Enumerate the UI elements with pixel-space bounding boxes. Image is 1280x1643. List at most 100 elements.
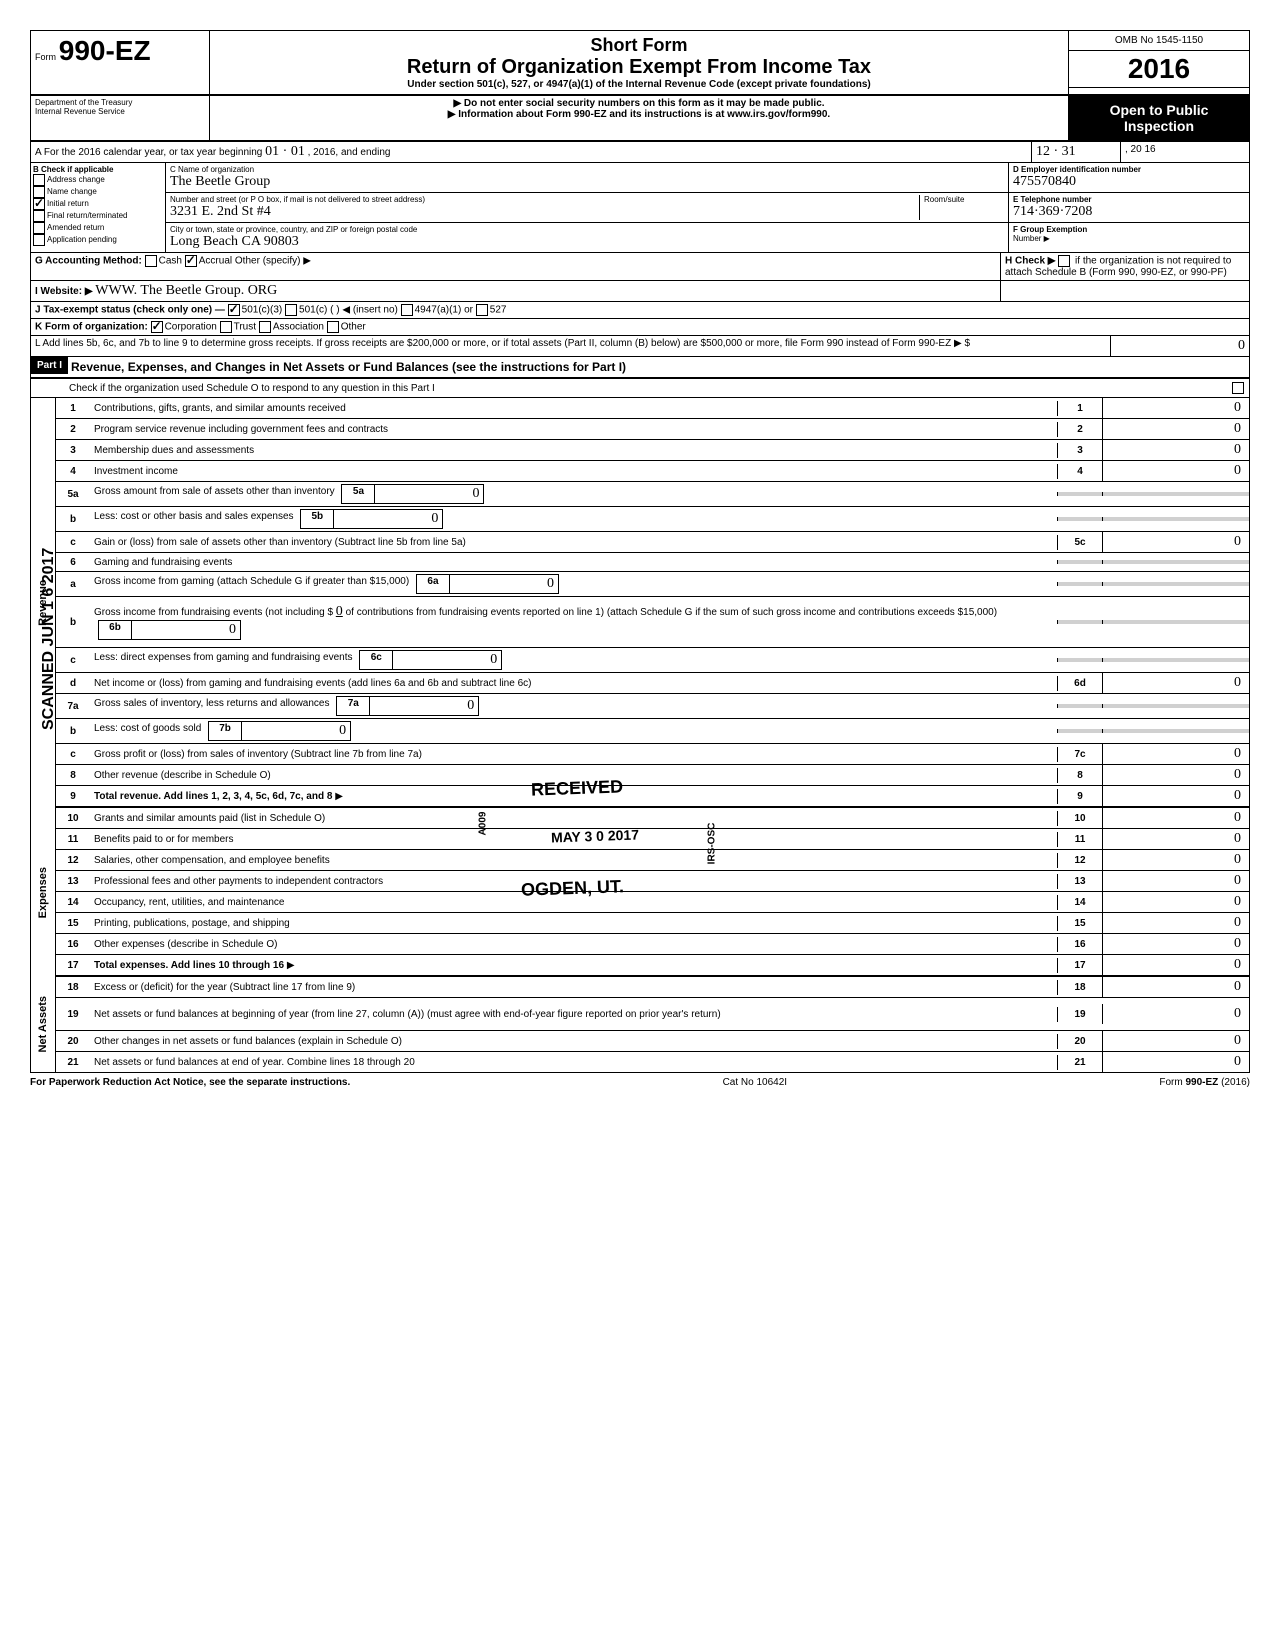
- org-addr: 3231 E. 2nd St #4: [170, 204, 919, 220]
- website-label: I Website: ▶: [35, 286, 93, 297]
- line-5a: 5a Gross amount from sale of assets othe…: [56, 482, 1249, 507]
- form-number: 990-EZ: [59, 35, 151, 66]
- l-arrow: ▶ $: [954, 338, 970, 349]
- website: WWW. The Beetle Group. ORG: [95, 283, 277, 298]
- cb-501c3[interactable]: [228, 304, 240, 316]
- line-14: 14 Occupancy, rent, utilities, and maint…: [56, 892, 1249, 913]
- cb-final[interactable]: [33, 210, 45, 222]
- j-label: J Tax-exempt status (check only one) —: [35, 305, 225, 316]
- line-6: 6 Gaming and fundraising events: [56, 553, 1249, 572]
- line-9: 9 Total revenue. Add lines 1, 2, 3, 4, 5…: [56, 786, 1249, 808]
- line-7c: c Gross profit or (loss) from sales of i…: [56, 744, 1249, 765]
- cb-pending[interactable]: [33, 234, 45, 246]
- cb-pending-label: Application pending: [47, 235, 117, 244]
- page-footer: For Paperwork Reduction Act Notice, see …: [30, 1073, 1250, 1092]
- part1-title: Revenue, Expenses, and Changes in Net As…: [68, 357, 1249, 377]
- line-6a: a Gross income from gaming (attach Sched…: [56, 572, 1249, 597]
- footer-mid: Cat No 10642I: [723, 1077, 788, 1088]
- info-url: ▶ Information about Form 990-EZ and its …: [212, 109, 1066, 120]
- line-2: 2 Program service revenue including gove…: [56, 419, 1249, 440]
- line-10: 10 Grants and similar amounts paid (list…: [56, 808, 1249, 829]
- phone-label: E Telephone number: [1013, 195, 1245, 204]
- k-corp: Corporation: [165, 322, 217, 333]
- open-public-1: Open to Public: [1075, 102, 1243, 118]
- may-stamp: MAY 3 0 2017: [551, 826, 639, 845]
- short-form-label: Short Form: [214, 35, 1064, 56]
- org-city: Long Beach CA 90803: [170, 234, 1004, 250]
- tax-end-year: , 20 16: [1125, 144, 1156, 155]
- line-5b: b Less: cost or other basis and sales ex…: [56, 507, 1249, 532]
- k-trust: Trust: [234, 322, 256, 333]
- line-17: 17 Total expenses. Add lines 10 through …: [56, 955, 1249, 977]
- cb-amended[interactable]: [33, 222, 45, 234]
- addr-label: Number and street (or P O box, if mail i…: [170, 195, 919, 204]
- received-stamp: RECEIVED: [531, 776, 624, 800]
- revenue-section-label: Revenue: [35, 576, 51, 630]
- cb-scho[interactable]: [1232, 382, 1244, 394]
- line-6b: b Gross income from fundraising events (…: [56, 597, 1249, 648]
- k-other: Other: [341, 322, 366, 333]
- k-assoc: Association: [273, 322, 324, 333]
- b-label: B Check if applicable: [33, 165, 163, 174]
- j-527: 527: [490, 305, 507, 316]
- j-4947: 4947(a)(1) or: [415, 305, 473, 316]
- line-6c: c Less: direct expenses from gaming and …: [56, 648, 1249, 673]
- line-1: 1 Contributions, gifts, grants, and simi…: [56, 398, 1249, 419]
- l-text: L Add lines 5b, 6c, and 7b to line 9 to …: [35, 338, 951, 349]
- line-11: 11 Benefits paid to or for members 11 0: [56, 829, 1249, 850]
- cb-final-label: Final return/terminated: [47, 211, 127, 220]
- phone: 714·369·7208: [1013, 204, 1245, 220]
- line-19: 19 Net assets or fund balances at beginn…: [56, 998, 1249, 1031]
- cb-amended-label: Amended return: [47, 223, 104, 232]
- g-label: G Accounting Method:: [35, 256, 142, 267]
- omb-number: OMB No 1545-1150: [1069, 31, 1249, 51]
- irs-label: Internal Revenue Service: [35, 107, 205, 116]
- accrual-label: Accrual: [199, 256, 232, 267]
- ogden-stamp: OGDEN, UT.: [521, 876, 625, 901]
- cb-4947[interactable]: [401, 304, 413, 316]
- cb-accrual[interactable]: [185, 255, 197, 267]
- line-4: 4 Investment income 4 0: [56, 461, 1249, 482]
- form-header: Form 990-EZ Short Form Return of Organiz…: [31, 31, 1249, 96]
- l-val: 0: [1238, 338, 1245, 353]
- h-label: H Check ▶: [1005, 256, 1055, 267]
- cb-corp[interactable]: [151, 321, 163, 333]
- expenses-section-label: Expenses: [35, 863, 51, 922]
- cb-trust[interactable]: [220, 321, 232, 333]
- j-insert: ) ◀ (insert no): [336, 305, 398, 316]
- cb-h[interactable]: [1058, 255, 1070, 267]
- irs-osc-stamp: IRS-OSC: [706, 823, 717, 865]
- line-3: 3 Membership dues and assessments 3 0: [56, 440, 1249, 461]
- cb-initial-label: Initial return: [47, 199, 89, 208]
- ssn-warning: ▶ Do not enter social security numbers o…: [212, 98, 1066, 109]
- dept-treasury: Department of the Treasury: [35, 98, 205, 107]
- org-name: The Beetle Group: [170, 174, 1004, 190]
- form-title: Return of Organization Exempt From Incom…: [214, 56, 1064, 79]
- cb-address-label: Address change: [47, 175, 105, 184]
- j-501c3: 501(c)(3): [242, 305, 283, 316]
- line-21: 21 Net assets or fund balances at end of…: [56, 1052, 1249, 1072]
- group-num: Number ▶: [1013, 234, 1245, 243]
- footer-left: For Paperwork Reduction Act Notice, see …: [30, 1077, 350, 1088]
- cb-501c[interactable]: [285, 304, 297, 316]
- net-assets-section-label: Net Assets: [35, 992, 51, 1056]
- cb-527[interactable]: [476, 304, 488, 316]
- room-label: Room/suite: [924, 195, 1004, 204]
- cb-address[interactable]: [33, 174, 45, 186]
- cb-name-label: Name change: [47, 187, 97, 196]
- line-15: 15 Printing, publications, postage, and …: [56, 913, 1249, 934]
- cb-other[interactable]: [327, 321, 339, 333]
- line-6d: d Net income or (loss) from gaming and f…: [56, 673, 1249, 694]
- j-501c: 501(c) (: [299, 305, 333, 316]
- part1-check: Check if the organization used Schedule …: [65, 381, 1229, 396]
- cash-label: Cash: [159, 256, 182, 267]
- cb-assoc[interactable]: [259, 321, 271, 333]
- cb-cash[interactable]: [145, 255, 157, 267]
- line-7b: b Less: cost of goods sold 7b0: [56, 719, 1249, 744]
- group-label: F Group Exemption: [1013, 225, 1245, 234]
- line-5c: c Gain or (loss) from sale of assets oth…: [56, 532, 1249, 553]
- cb-initial[interactable]: [33, 198, 45, 210]
- part1-label: Part I: [31, 357, 68, 374]
- name-label: C Name of organization: [170, 165, 1004, 174]
- footer-right: Form 990-EZ (2016): [1159, 1077, 1250, 1088]
